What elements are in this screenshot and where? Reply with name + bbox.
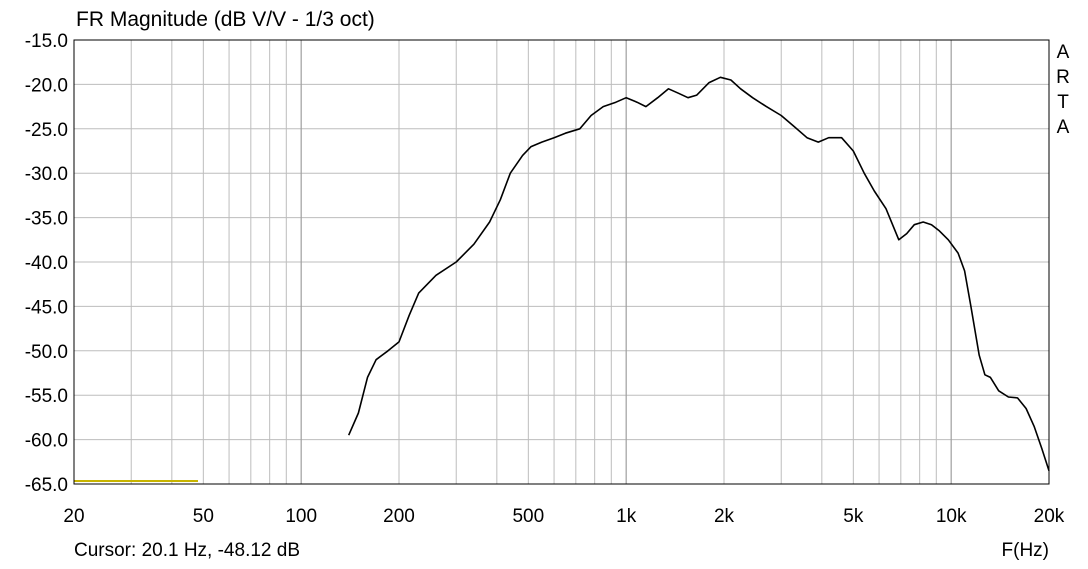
y-tick-label: -20.0 xyxy=(25,75,68,96)
arta-letter: A xyxy=(1057,42,1070,63)
x-tick-label: 200 xyxy=(383,506,415,527)
chart-title: FR Magnitude (dB V/V - 1/3 oct) xyxy=(76,8,375,31)
x-tick-label: 500 xyxy=(512,506,544,527)
y-tick-label: -60.0 xyxy=(25,431,68,452)
arta-letter: T xyxy=(1057,92,1069,113)
plot-frame xyxy=(73,39,1050,485)
y-axis-tick-labels: -15.0 -20.0 -25.0 -30.0 -35.0 -40.0 -45.0 -50.0… xyxy=(25,31,68,496)
x-tick-label: 100 xyxy=(285,506,317,527)
y-tick-label: -50.0 xyxy=(25,342,68,363)
x-tick-label: 1k xyxy=(616,506,637,527)
y-tick-label: -65.0 xyxy=(25,475,68,496)
y-tick-label: -25.0 xyxy=(25,120,68,141)
x-tick-label: 2k xyxy=(714,506,735,527)
cursor-readout: Cursor: 20.1 Hz, -48.12 dB xyxy=(74,540,300,561)
x-axis-label: F(Hz) xyxy=(1002,540,1049,561)
arta-letter: R xyxy=(1056,67,1070,88)
y-tick-label: -30.0 xyxy=(25,164,68,185)
x-tick-label: 10k xyxy=(936,506,967,527)
arta-letter: A xyxy=(1057,117,1070,138)
x-axis-tick-labels: 20 50 100 200 500 1k 2k 5k 10k 20k xyxy=(63,506,1064,527)
x-tick-label: 5k xyxy=(843,506,864,527)
x-tick-label: 50 xyxy=(193,506,214,527)
y-tick-label: -40.0 xyxy=(25,253,68,274)
x-tick-label: 20 xyxy=(63,506,84,527)
x-tick-label: 20k xyxy=(1034,506,1065,527)
y-tick-label: -45.0 xyxy=(25,297,68,318)
series-line xyxy=(347,76,1050,471)
y-tick-label: -55.0 xyxy=(25,386,68,407)
y-tick-label: -35.0 xyxy=(25,209,68,230)
y-tick-label: -15.0 xyxy=(25,31,68,52)
